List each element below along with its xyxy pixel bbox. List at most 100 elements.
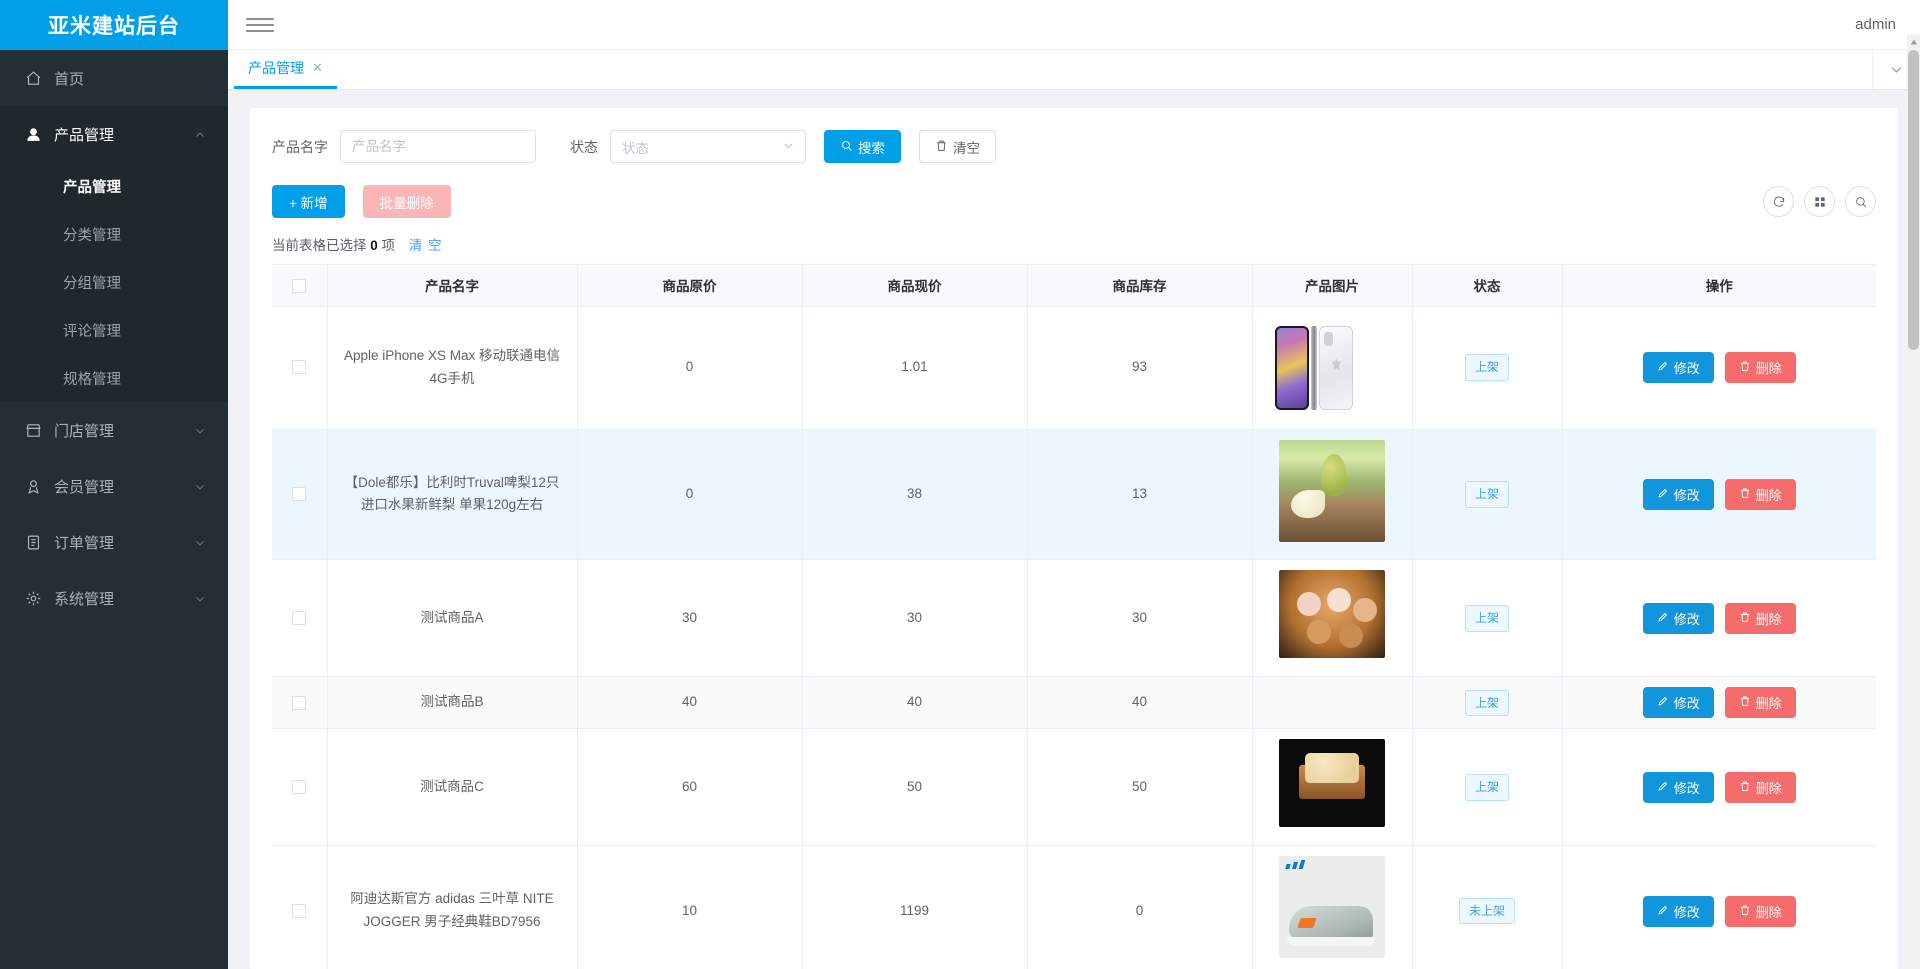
user-menu[interactable]: admin bbox=[1855, 16, 1896, 33]
sidebar-item-label: 首页 bbox=[54, 70, 85, 88]
sidebar-item-order-management[interactable]: 订单管理 bbox=[0, 514, 228, 570]
product-table-container: 产品名字 商品原价 商品现价 商品库存 产品图片 状态 操作 bbox=[272, 264, 1876, 969]
sidebar-subitem-label: 分类管理 bbox=[63, 227, 121, 244]
product-name-input[interactable] bbox=[340, 130, 536, 163]
cell-stock: 30 bbox=[1027, 559, 1253, 678]
cell-original-price: 30 bbox=[577, 559, 803, 678]
sidebar-item-member-management[interactable]: 会员管理 bbox=[0, 458, 228, 514]
table-row[interactable]: 测试商品B 40 40 40 上架 bbox=[272, 676, 1876, 730]
sidebar-subitem-label: 分组管理 bbox=[63, 275, 121, 292]
sidebar-item-store-management[interactable]: 门店管理 bbox=[0, 402, 228, 458]
delete-button[interactable]: 删除 bbox=[1724, 687, 1796, 719]
scroll-up-arrow[interactable] bbox=[1907, 34, 1920, 50]
column-product-image: 产品图片 bbox=[1252, 265, 1413, 307]
sidebar-item-home[interactable]: 首页 bbox=[0, 50, 228, 106]
chevron-down-icon bbox=[1891, 67, 1902, 73]
cell-operations: 修改 删除 bbox=[1562, 676, 1876, 730]
row-checkbox[interactable] bbox=[292, 695, 307, 710]
delete-button[interactable]: 删除 bbox=[1724, 478, 1796, 510]
sidebar-item-label: 订单管理 bbox=[54, 534, 115, 552]
product-name-label: 产品名字 bbox=[272, 138, 328, 155]
edit-button[interactable]: 修改 bbox=[1642, 352, 1714, 383]
edit-button[interactable]: 修改 bbox=[1642, 478, 1714, 510]
tab-dropdown-button[interactable] bbox=[1872, 50, 1920, 89]
search-zoom-icon[interactable] bbox=[1845, 186, 1876, 217]
clear-button-label: 清空 bbox=[953, 140, 980, 156]
sidebar-item-system-management[interactable]: 系统管理 bbox=[0, 570, 228, 626]
delete-button[interactable]: 删除 bbox=[1724, 895, 1796, 927]
close-icon[interactable]: ✕ bbox=[312, 60, 323, 75]
status-select[interactable]: 状态 bbox=[610, 130, 806, 163]
cell-operations: 修改 删除 bbox=[1562, 429, 1876, 561]
tab-product-management[interactable]: 产品管理 ✕ bbox=[234, 50, 337, 89]
sidebar-subitem-label: 评论管理 bbox=[63, 323, 121, 340]
sidebar-subitem-group-management[interactable]: 分组管理 bbox=[0, 258, 228, 306]
cell-product-name: Apple iPhone XS Max 移动联通电信4G手机 bbox=[327, 306, 578, 430]
adidas-logo-icon bbox=[1285, 860, 1306, 870]
sidebar-subitem-product-management[interactable]: 产品管理 bbox=[0, 162, 228, 210]
clear-button[interactable]: 清空 bbox=[919, 130, 996, 163]
cell-original-price: 40 bbox=[577, 676, 803, 730]
main-area: admin 产品管理 ✕ 产品名字 状态 状态 bbox=[228, 0, 1920, 969]
status-select-value: 状态 bbox=[622, 140, 649, 156]
sidebar-item-label: 会员管理 bbox=[54, 478, 115, 496]
edit-button[interactable]: 修改 bbox=[1642, 771, 1714, 803]
refresh-icon[interactable] bbox=[1763, 186, 1794, 217]
page-scrollbar-thumb[interactable] bbox=[1908, 50, 1919, 350]
row-checkbox[interactable] bbox=[292, 487, 307, 502]
sidebar-subitem-spec-management[interactable]: 规格管理 bbox=[0, 354, 228, 402]
add-button[interactable]: + 新增 bbox=[272, 185, 345, 218]
cell-stock: 0 bbox=[1027, 845, 1253, 969]
table-row[interactable]: Apple iPhone XS Max 移动联通电信4G手机 0 1.01 93… bbox=[272, 306, 1876, 430]
cell-stock: 50 bbox=[1027, 728, 1253, 847]
row-checkbox[interactable] bbox=[292, 611, 307, 626]
cell-product-image bbox=[1252, 306, 1413, 430]
edit-button[interactable]: 修改 bbox=[1642, 687, 1714, 719]
column-operations: 操作 bbox=[1562, 265, 1876, 307]
sidebar-subitem-comment-management[interactable]: 评论管理 bbox=[0, 306, 228, 354]
cell-status: 上架 bbox=[1412, 429, 1563, 561]
select-all-checkbox[interactable] bbox=[292, 278, 307, 293]
bulk-delete-button[interactable]: 批量删除 bbox=[362, 185, 451, 218]
row-select-cell bbox=[272, 845, 328, 969]
table-row[interactable]: 【Dole都乐】比利时Truval啤梨12只 进口水果新鲜梨 单果120g左右 … bbox=[272, 429, 1876, 561]
cell-current-price: 1.01 bbox=[802, 306, 1028, 430]
page-scrollbar[interactable] bbox=[1907, 50, 1920, 969]
status-badge: 上架 bbox=[1464, 689, 1509, 717]
delete-button[interactable]: 删除 bbox=[1724, 771, 1796, 803]
row-checkbox[interactable] bbox=[292, 780, 307, 795]
row-select-cell bbox=[272, 306, 328, 430]
cell-current-price: 30 bbox=[802, 559, 1028, 678]
clear-selection-link[interactable]: 清 空 bbox=[408, 238, 443, 253]
sidebar-item-label: 门店管理 bbox=[54, 422, 115, 440]
cell-current-price: 40 bbox=[802, 676, 1028, 730]
chevron-up-icon bbox=[194, 128, 206, 140]
row-checkbox[interactable] bbox=[292, 360, 307, 375]
table-row[interactable]: 阿迪达斯官方 adidas 三叶草 NITE JOGGER 男子经典鞋BD795… bbox=[272, 845, 1876, 969]
member-icon bbox=[22, 475, 44, 497]
edit-button[interactable]: 修改 bbox=[1642, 602, 1714, 634]
sidebar-item-product-management[interactable]: 产品管理 bbox=[0, 106, 228, 162]
delete-button[interactable]: 删除 bbox=[1724, 602, 1796, 634]
hamburger-icon[interactable] bbox=[246, 11, 274, 39]
selection-info: 当前表格已选择 0 项 清 空 bbox=[272, 234, 1876, 254]
edit-button-label: 修改 bbox=[1673, 611, 1700, 627]
edit-button[interactable]: 修改 bbox=[1642, 895, 1714, 927]
status-badge: 上架 bbox=[1464, 481, 1509, 508]
edit-button-label: 修改 bbox=[1673, 487, 1700, 503]
cell-status: 未上架 bbox=[1412, 845, 1563, 969]
search-button-label: 搜索 bbox=[858, 140, 885, 156]
edit-button-label: 修改 bbox=[1673, 696, 1700, 712]
cell-stock: 13 bbox=[1027, 429, 1253, 561]
table-row[interactable]: 测试商品C 60 50 50 上架 bbox=[272, 728, 1876, 847]
cell-product-name: 阿迪达斯官方 adidas 三叶草 NITE JOGGER 男子经典鞋BD795… bbox=[327, 845, 578, 969]
column-grid-icon[interactable] bbox=[1804, 186, 1835, 217]
tab-label: 产品管理 bbox=[248, 60, 304, 76]
cell-status: 上架 bbox=[1412, 306, 1563, 430]
delete-button[interactable]: 删除 bbox=[1724, 352, 1796, 383]
row-checkbox[interactable] bbox=[292, 904, 307, 919]
sidebar-subitem-category-management[interactable]: 分类管理 bbox=[0, 210, 228, 258]
table-row[interactable]: 测试商品A 30 30 30 上架 bbox=[272, 559, 1876, 678]
search-button[interactable]: 搜索 bbox=[824, 130, 901, 163]
trash-icon bbox=[935, 139, 948, 155]
